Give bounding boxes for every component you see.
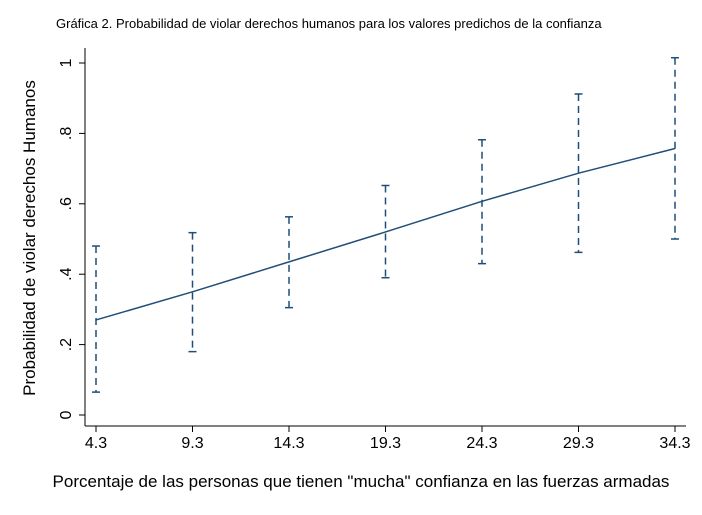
x-tick-label: 4.3 bbox=[85, 435, 107, 452]
chart-title: Gráfica 2. Probabilidad de violar derech… bbox=[56, 16, 602, 31]
y-tick-label: .8 bbox=[58, 127, 75, 140]
y-tick-label: .2 bbox=[58, 338, 75, 351]
x-tick-label: 9.3 bbox=[181, 435, 203, 452]
x-tick-label: 29.3 bbox=[563, 435, 594, 452]
series-line bbox=[95, 147, 676, 321]
x-axis-label: Porcentaje de las personas que tienen "m… bbox=[53, 472, 670, 491]
x-tick-label: 14.3 bbox=[273, 435, 304, 452]
y-tick-label: 1 bbox=[58, 58, 75, 67]
y-axis-label: Probabilidad de violar derechos Humanos bbox=[20, 80, 39, 396]
y-tick-label: 0 bbox=[58, 410, 75, 419]
y-tick-label: .4 bbox=[58, 267, 75, 280]
plot-area: 0.2.4.6.814.3 9.3 14.3 19.3 24.3 29.3 34.3 bbox=[58, 48, 691, 452]
y-tick-label: .6 bbox=[58, 197, 75, 210]
x-tick-label: 24.3 bbox=[466, 435, 497, 452]
x-tick-label: 19.3 bbox=[370, 435, 401, 452]
x-tick-label: 34.3 bbox=[659, 435, 690, 452]
